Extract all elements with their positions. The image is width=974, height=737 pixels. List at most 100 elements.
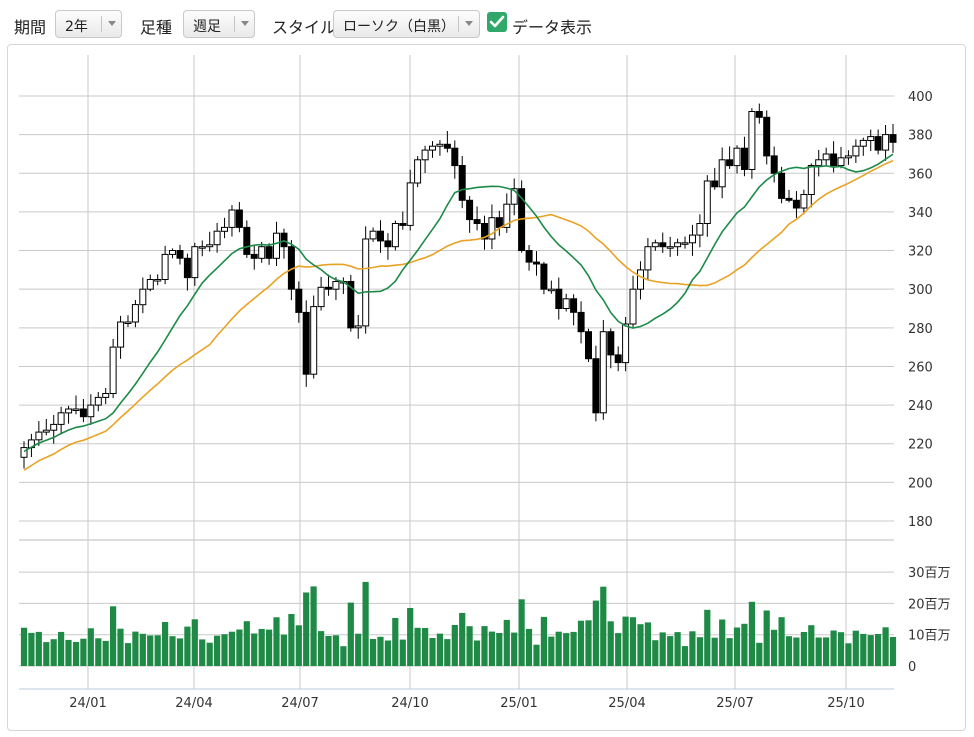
volume-bar: [332, 635, 339, 666]
candle-down: [525, 250, 533, 263]
show-data-label: データ表示: [512, 18, 593, 37]
candle-down: [585, 331, 592, 360]
style-dropdown[interactable]: ローソク（白黒）: [333, 10, 480, 38]
candle-up: [117, 321, 125, 348]
candle-down: [555, 288, 563, 310]
volume-bar: [221, 634, 228, 666]
candle-up: [65, 408, 73, 414]
moving-average-long-line: [23, 159, 894, 471]
show-data-checkbox[interactable]: [487, 12, 507, 32]
volume-bar: [444, 639, 451, 666]
volume-bar: [139, 633, 146, 666]
volume-bar: [429, 638, 436, 666]
volume-bar: [860, 633, 867, 666]
chevron-down-icon: [465, 21, 473, 26]
candle-up: [20, 447, 28, 458]
volume-bar: [882, 627, 889, 666]
volume-bar: [615, 633, 622, 666]
volume-bar: [28, 632, 35, 666]
volume-bar: [741, 623, 748, 666]
candle-up: [488, 217, 496, 240]
period-dropdown[interactable]: 2年: [55, 10, 122, 38]
style-value: ローソク（白黒）: [343, 19, 455, 35]
candle-up: [154, 279, 162, 282]
volume-bar: [347, 602, 354, 666]
candle-up: [562, 298, 570, 309]
volume-bar: [325, 636, 332, 666]
volume-bar: [236, 629, 243, 666]
chevron-down-icon: [108, 21, 116, 26]
candle-down: [384, 240, 392, 248]
volume-bar: [280, 634, 287, 666]
candle-up: [369, 230, 377, 240]
candle-up: [629, 288, 637, 325]
interval-label: 足種: [140, 18, 173, 37]
period-value: 2年: [65, 19, 88, 35]
interval-dropdown[interactable]: 週足: [183, 10, 255, 38]
chevron-down-icon: [241, 21, 249, 26]
candle-up: [748, 111, 756, 170]
x-tick-label: 25/01: [500, 696, 537, 711]
candle-down: [659, 242, 667, 248]
volume-bar: [370, 639, 377, 666]
candle-down: [570, 298, 578, 313]
volume-bar: [726, 638, 733, 666]
candle-up: [72, 408, 80, 411]
volume-bar: [258, 629, 265, 666]
volume-bar: [392, 618, 399, 666]
volume-bar: [533, 644, 540, 666]
candle-up: [362, 238, 370, 327]
candle-up: [651, 242, 659, 248]
candle-up: [102, 393, 110, 398]
candle-up: [109, 346, 117, 395]
volume-bar: [473, 640, 481, 666]
candle-up: [131, 304, 139, 323]
volume-bar: [488, 631, 495, 666]
candle-up: [867, 136, 875, 142]
volume-bar: [466, 626, 473, 666]
x-tick-label: 25/04: [608, 696, 645, 711]
candle-down: [577, 311, 585, 333]
candle-down: [399, 223, 407, 226]
x-tick-label: 25/10: [827, 696, 864, 711]
price-tick-label: 360: [908, 167, 933, 182]
volume-bar: [95, 638, 102, 666]
volume-bar: [875, 634, 882, 666]
volume-bar: [399, 639, 406, 666]
volume-bar: [815, 637, 822, 666]
candle-down: [377, 230, 384, 242]
volume-bar: [422, 628, 429, 666]
volume-bar: [72, 642, 80, 666]
volume-bar: [511, 632, 518, 666]
price-tick-label: 340: [908, 206, 933, 221]
volume-bar: [503, 619, 510, 666]
volume-bar: [711, 637, 718, 666]
candle-up: [139, 288, 147, 306]
candle-up: [146, 279, 154, 290]
volume-bar: [35, 631, 42, 666]
candle-down: [243, 226, 251, 255]
candle-up: [807, 165, 815, 195]
volume-bar: [793, 637, 800, 666]
volume-bar: [823, 637, 830, 666]
candle-up: [547, 288, 555, 292]
candle-up: [822, 153, 830, 161]
candle-up: [622, 323, 630, 364]
candle-down: [614, 354, 622, 364]
volume-bar: [555, 631, 562, 666]
volume-bar: [704, 609, 711, 666]
volume-bar: [763, 610, 770, 666]
candle-up: [50, 423, 58, 431]
moving-average-short-line: [23, 153, 894, 453]
volume-bar: [154, 635, 161, 666]
candle-up: [718, 159, 726, 188]
volume-bar: [667, 636, 674, 666]
candle-down: [874, 136, 882, 151]
candle-up: [503, 203, 511, 228]
dropdown-separator: [101, 16, 102, 32]
volume-bar: [288, 614, 295, 666]
x-tick-label: 24/10: [391, 696, 428, 711]
volume-bar: [637, 624, 644, 666]
volume-bar: [206, 642, 213, 666]
